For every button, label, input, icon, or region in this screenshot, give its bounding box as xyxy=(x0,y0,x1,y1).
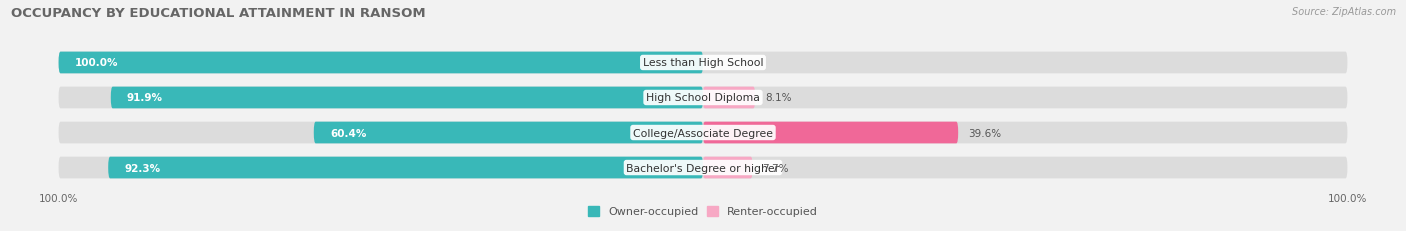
Text: 39.6%: 39.6% xyxy=(967,128,1001,138)
Text: 7.7%: 7.7% xyxy=(762,163,789,173)
Text: 91.9%: 91.9% xyxy=(127,93,163,103)
FancyBboxPatch shape xyxy=(59,52,703,74)
Text: College/Associate Degree: College/Associate Degree xyxy=(633,128,773,138)
FancyBboxPatch shape xyxy=(59,52,1347,74)
FancyBboxPatch shape xyxy=(703,157,752,179)
Text: OCCUPANCY BY EDUCATIONAL ATTAINMENT IN RANSOM: OCCUPANCY BY EDUCATIONAL ATTAINMENT IN R… xyxy=(11,7,426,20)
FancyBboxPatch shape xyxy=(703,122,959,144)
FancyBboxPatch shape xyxy=(314,122,703,144)
Text: Source: ZipAtlas.com: Source: ZipAtlas.com xyxy=(1292,7,1396,17)
FancyBboxPatch shape xyxy=(703,87,755,109)
Text: Bachelor's Degree or higher: Bachelor's Degree or higher xyxy=(627,163,779,173)
Text: 60.4%: 60.4% xyxy=(330,128,366,138)
FancyBboxPatch shape xyxy=(111,87,703,109)
Text: 8.1%: 8.1% xyxy=(765,93,792,103)
FancyBboxPatch shape xyxy=(108,157,703,179)
FancyBboxPatch shape xyxy=(59,122,1347,144)
Text: High School Diploma: High School Diploma xyxy=(647,93,759,103)
Text: Less than High School: Less than High School xyxy=(643,58,763,68)
Legend: Owner-occupied, Renter-occupied: Owner-occupied, Renter-occupied xyxy=(588,206,818,216)
FancyBboxPatch shape xyxy=(59,157,1347,179)
FancyBboxPatch shape xyxy=(59,87,1347,109)
Text: 92.3%: 92.3% xyxy=(124,163,160,173)
Text: 100.0%: 100.0% xyxy=(75,58,118,68)
